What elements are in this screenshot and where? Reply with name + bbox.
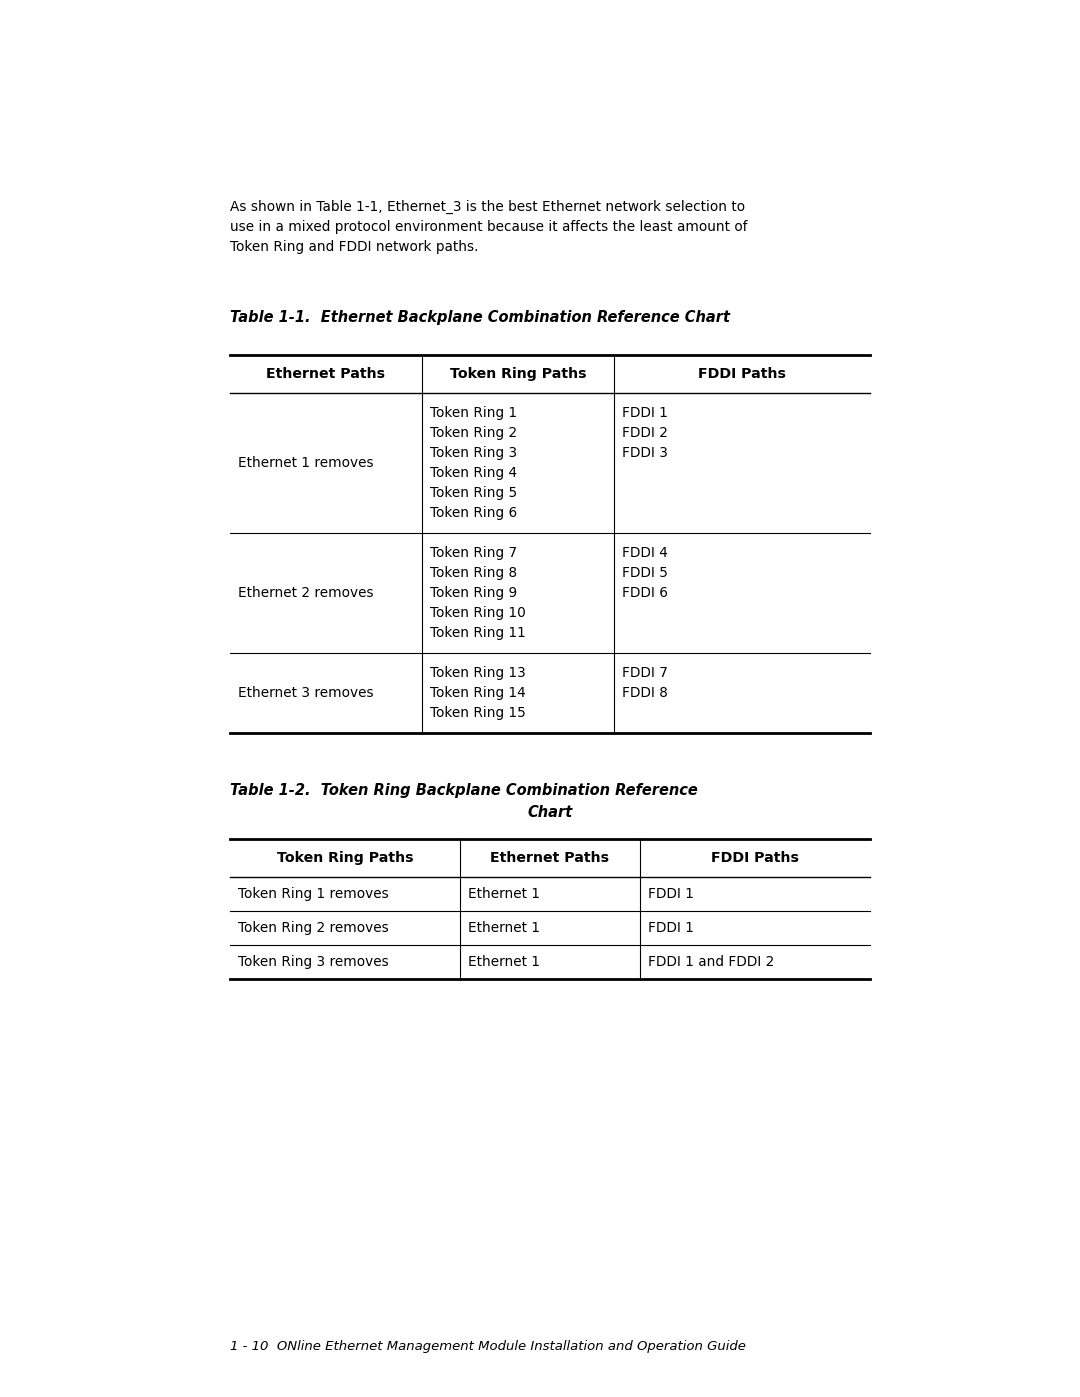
Text: FDDI 3: FDDI 3 xyxy=(622,446,667,460)
Text: Ethernet 1: Ethernet 1 xyxy=(469,921,540,935)
Text: Token Ring Paths: Token Ring Paths xyxy=(276,851,414,865)
Text: FDDI 2: FDDI 2 xyxy=(622,426,667,440)
Text: Ethernet Paths: Ethernet Paths xyxy=(267,367,386,381)
Text: Ethernet 1 removes: Ethernet 1 removes xyxy=(238,455,374,469)
Text: Token Ring 8: Token Ring 8 xyxy=(430,566,517,580)
Text: FDDI 1: FDDI 1 xyxy=(648,887,693,901)
Text: Token Ring 14: Token Ring 14 xyxy=(430,686,526,700)
Text: Token Ring 2: Token Ring 2 xyxy=(430,426,517,440)
Text: Token Ring 1 removes: Token Ring 1 removes xyxy=(238,887,389,901)
Text: FDDI 6: FDDI 6 xyxy=(622,585,667,599)
Text: Ethernet 1: Ethernet 1 xyxy=(469,887,540,901)
Text: Ethernet 1: Ethernet 1 xyxy=(469,956,540,970)
Text: Token Ring 1: Token Ring 1 xyxy=(430,407,517,420)
Text: FDDI 8: FDDI 8 xyxy=(622,686,667,700)
Text: FDDI 5: FDDI 5 xyxy=(622,566,669,580)
Text: As shown in Table 1-1, Ethernet_3 is the best Ethernet network selection to: As shown in Table 1-1, Ethernet_3 is the… xyxy=(230,200,745,214)
Text: Token Ring 3 removes: Token Ring 3 removes xyxy=(238,956,389,970)
Text: FDDI 1: FDDI 1 xyxy=(622,407,667,420)
Text: Token Ring 6: Token Ring 6 xyxy=(430,506,517,520)
Text: FDDI 4: FDDI 4 xyxy=(622,546,667,560)
Text: FDDI Paths: FDDI Paths xyxy=(698,367,786,381)
Text: Token Ring 7: Token Ring 7 xyxy=(430,546,517,560)
Text: Token Ring 5: Token Ring 5 xyxy=(430,486,517,500)
Text: FDDI Paths: FDDI Paths xyxy=(711,851,799,865)
Text: 1 - 10  ONline Ethernet Management Module Installation and Operation Guide: 1 - 10 ONline Ethernet Management Module… xyxy=(230,1340,746,1354)
Text: Token Ring and FDDI network paths.: Token Ring and FDDI network paths. xyxy=(230,240,478,254)
Text: Ethernet 2 removes: Ethernet 2 removes xyxy=(238,585,374,599)
Text: Token Ring 4: Token Ring 4 xyxy=(430,467,517,481)
Text: FDDI 7: FDDI 7 xyxy=(622,666,667,680)
Text: Token Ring 15: Token Ring 15 xyxy=(430,705,526,719)
Text: Ethernet 3 removes: Ethernet 3 removes xyxy=(238,686,374,700)
Text: Chart: Chart xyxy=(527,805,572,820)
Text: use in a mixed protocol environment because it affects the least amount of: use in a mixed protocol environment beca… xyxy=(230,219,747,235)
Text: Ethernet Paths: Ethernet Paths xyxy=(490,851,609,865)
Text: Token Ring 11: Token Ring 11 xyxy=(430,626,526,640)
Text: Token Ring 10: Token Ring 10 xyxy=(430,606,526,620)
Text: Table 1-2.  Token Ring Backplane Combination Reference: Table 1-2. Token Ring Backplane Combinat… xyxy=(230,782,698,798)
Text: FDDI 1: FDDI 1 xyxy=(648,921,693,935)
Text: Token Ring Paths: Token Ring Paths xyxy=(449,367,586,381)
Text: FDDI 1 and FDDI 2: FDDI 1 and FDDI 2 xyxy=(648,956,774,970)
Text: Table 1-1.  Ethernet Backplane Combination Reference Chart: Table 1-1. Ethernet Backplane Combinatio… xyxy=(230,310,730,326)
Text: Token Ring 9: Token Ring 9 xyxy=(430,585,517,599)
Text: Token Ring 13: Token Ring 13 xyxy=(430,666,526,680)
Text: Token Ring 2 removes: Token Ring 2 removes xyxy=(238,921,389,935)
Text: Token Ring 3: Token Ring 3 xyxy=(430,446,517,460)
